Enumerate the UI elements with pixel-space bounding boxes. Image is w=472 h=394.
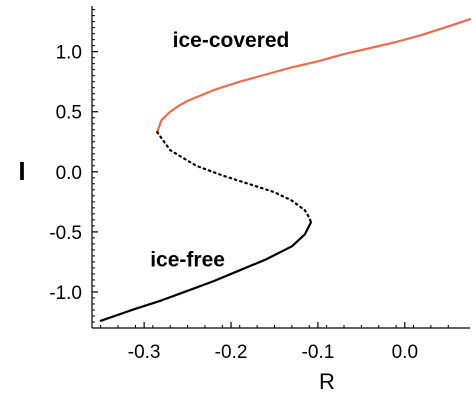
y-tick-label: -0.5 [49, 223, 82, 244]
series-line-2 [99, 221, 313, 322]
y-axis-label: I [18, 156, 25, 186]
series-line-1 [156, 131, 313, 224]
y-tick-label: 1.0 [56, 43, 82, 64]
annotations: ice-covered ice-free [150, 29, 289, 272]
y-tick-label: 0.5 [56, 103, 82, 124]
y-tick-label: -1.0 [49, 283, 82, 304]
x-tick-label: -0.1 [302, 342, 335, 363]
x-axis-label: R [319, 369, 335, 394]
x-tick-label: -0.3 [128, 342, 161, 363]
annotation-0: ice-covered [173, 29, 290, 52]
x-tick-label: -0.2 [215, 342, 248, 363]
x-tick-label: 0.0 [392, 342, 418, 363]
series-group [99, 18, 472, 322]
annotation-1: ice-free [150, 249, 225, 272]
axes: -1.0 -0.5 0.0 0.5 1.0 -0.3 -0.2 -0.1 0.0 R I [18, 6, 470, 394]
y-tick-label: 0.0 [56, 163, 82, 184]
series-line-0 [156, 18, 472, 134]
